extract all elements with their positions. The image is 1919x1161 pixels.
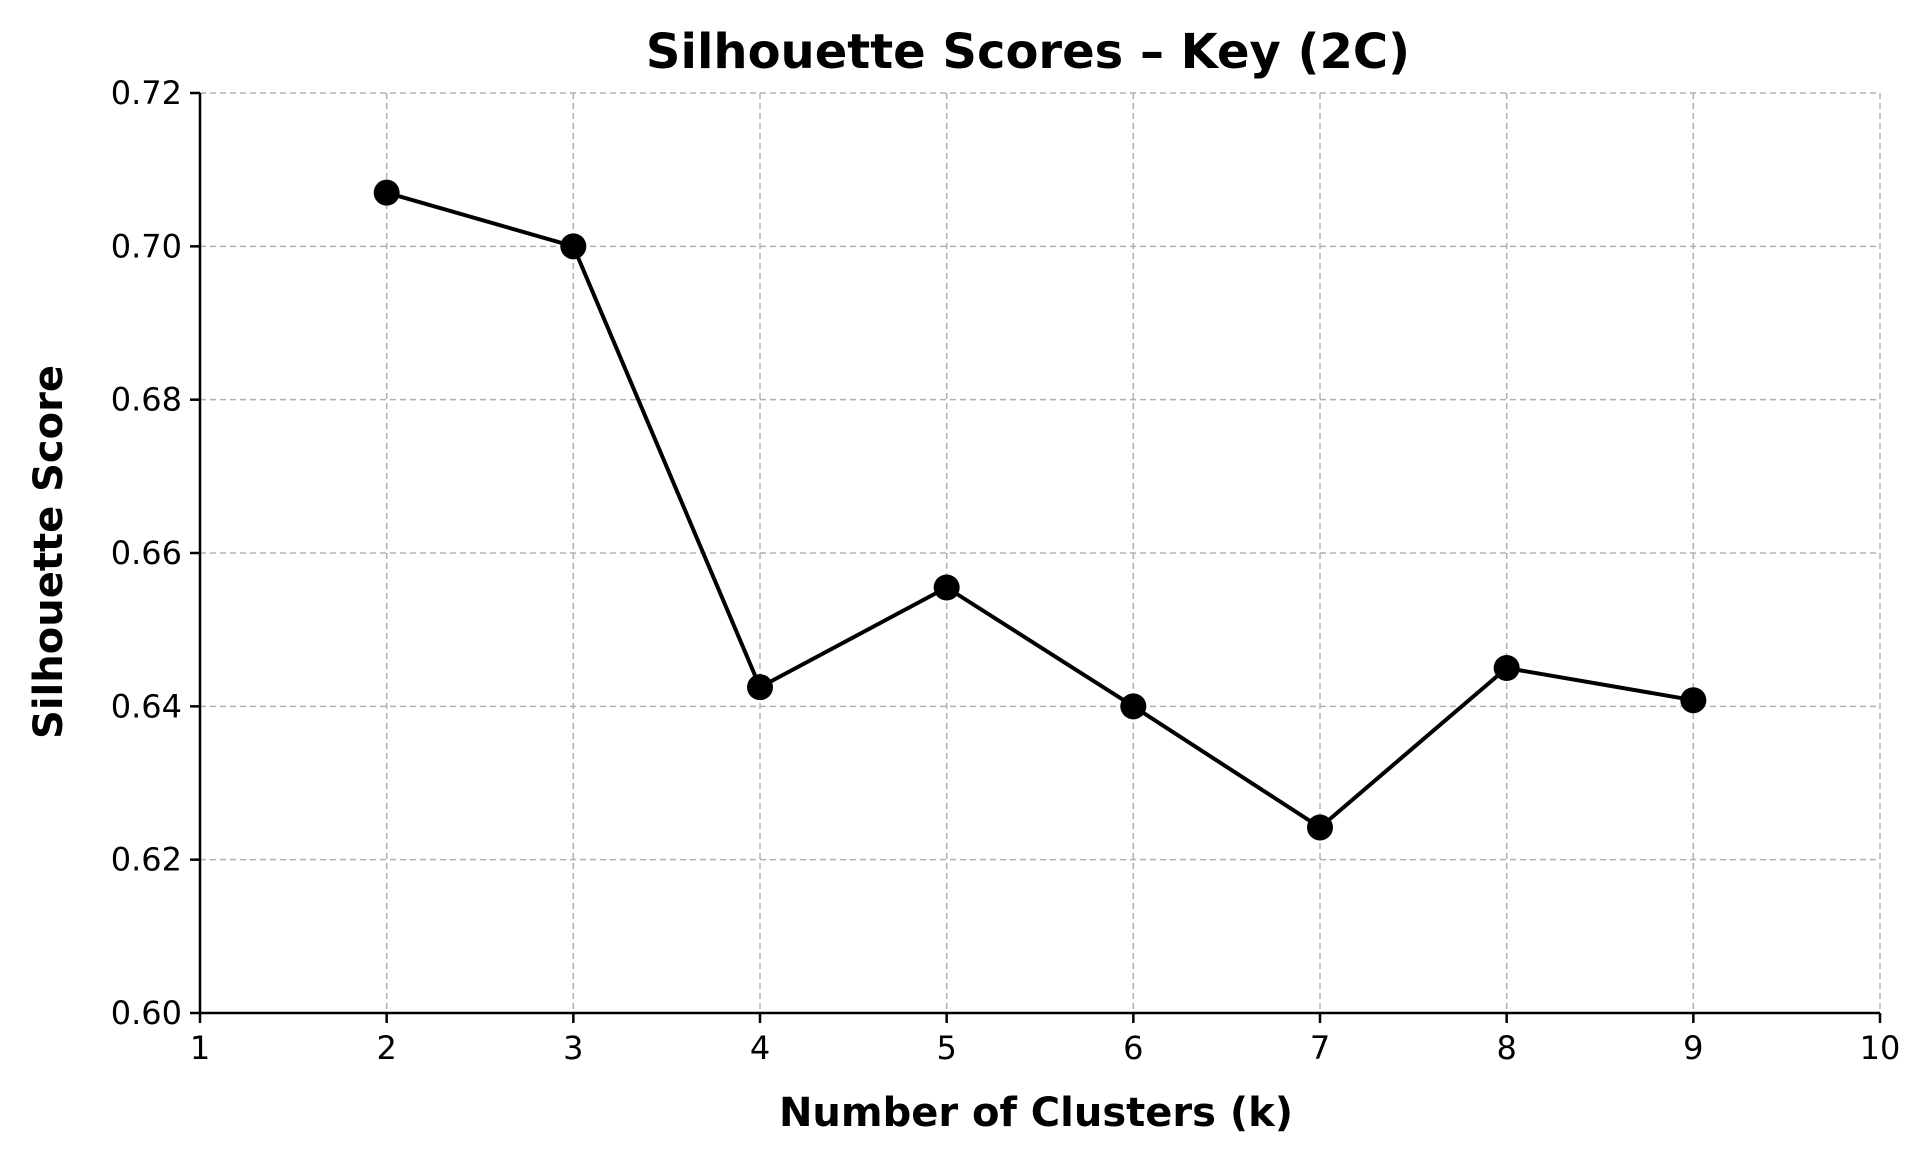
y-axis-ticks: 0.60 0.62 0.64 0.66 0.68 0.70 0.72 [111,74,200,1032]
y-tick-label: 0.66 [111,534,182,572]
x-tick-label: 10 [1860,1029,1901,1067]
y-tick-label: 0.60 [111,994,182,1032]
series-line [386,190,1694,830]
data-point [1307,814,1333,841]
y-tick-label: 0.62 [111,841,182,879]
y-tick-label: 0.70 [111,227,182,265]
x-tick-label: 5 [936,1029,956,1067]
x-tick-label: 6 [1123,1029,1143,1067]
x-tick-label: 9 [1683,1029,1703,1067]
chart-title: Silhouette Scores – Key (2C) [646,24,1410,80]
data-point [1493,655,1520,681]
data-point [747,674,773,701]
y-tick-label: 0.64 [111,687,182,725]
data-point [373,179,400,206]
x-tick-label: 1 [190,1029,210,1067]
data-series [373,179,1707,841]
x-tick-label: 2 [376,1029,396,1067]
data-point [560,233,587,260]
data-point [1680,687,1707,714]
x-tick-label: 8 [1496,1029,1516,1067]
data-point [1120,693,1147,720]
x-tick-label: 3 [563,1029,583,1067]
x-axis-ticks: 1 2 3 4 5 6 7 8 9 10 [190,1013,1901,1067]
y-tick-label: 0.72 [111,74,182,112]
x-tick-label: 4 [750,1029,770,1067]
y-tick-label: 0.68 [111,381,182,419]
x-tick-label: 7 [1310,1029,1330,1067]
x-axis-label: Number of Clusters (k) [779,1090,1293,1136]
y-axis-label: Silhouette Score [26,365,72,739]
data-point [933,574,960,601]
grid [199,92,1881,1014]
